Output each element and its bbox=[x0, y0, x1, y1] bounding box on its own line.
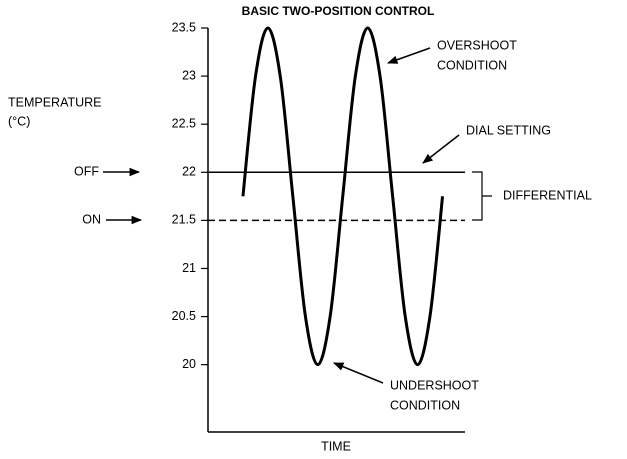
y-tick-label: 21.5 bbox=[172, 213, 196, 227]
arrow bbox=[422, 134, 460, 164]
y-tick-label: 23.5 bbox=[172, 20, 196, 34]
annotation: CONDITION bbox=[390, 398, 460, 412]
chart-title: BASIC TWO-POSITION CONTROL bbox=[242, 4, 435, 18]
y-tick-label: 21 bbox=[182, 261, 196, 275]
annotation: UNDERSHOOT bbox=[390, 378, 479, 392]
y-tick-label: 22.5 bbox=[172, 116, 196, 130]
annotation: CONDITION bbox=[437, 58, 507, 72]
annotation: ON bbox=[82, 212, 101, 226]
arrow bbox=[387, 47, 431, 64]
arrow bbox=[333, 362, 384, 384]
x-axis-label: TIME bbox=[321, 439, 351, 453]
y-tick-label: 23 bbox=[182, 68, 196, 82]
y-tick-label: 20.5 bbox=[172, 309, 196, 323]
bracket bbox=[472, 171, 492, 221]
annotation: OVERSHOOT bbox=[437, 38, 517, 52]
y-axis-label: (°C) bbox=[8, 114, 30, 128]
y-axis-label: TEMPERATURE bbox=[8, 95, 102, 109]
y-tick-label: 22 bbox=[182, 165, 196, 179]
annotation: DIAL SETTING bbox=[466, 123, 551, 137]
annotation: OFF bbox=[74, 164, 99, 178]
y-tick-label: 20 bbox=[182, 357, 196, 371]
annotation: DIFFERENTIAL bbox=[503, 188, 592, 202]
temperature-line bbox=[241, 26, 445, 367]
